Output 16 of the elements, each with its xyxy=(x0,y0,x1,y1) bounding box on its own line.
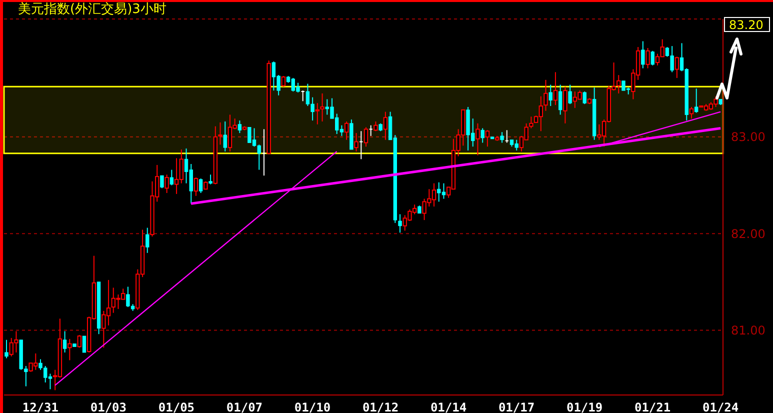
y-tick-label: 81.00 xyxy=(731,324,766,338)
x-tick-label: 01/03 xyxy=(90,400,127,413)
x-tick-label: 01/05 xyxy=(158,400,195,413)
y-tick-label: 82.00 xyxy=(731,226,766,241)
x-tick-label: 01/17 xyxy=(498,400,535,413)
x-tick-label: 01/19 xyxy=(566,400,603,413)
x-tick-label: 12/31 xyxy=(22,400,58,413)
x-tick-label: 01/10 xyxy=(294,400,331,413)
chart-title: 美元指数(外汇交易)3小时 xyxy=(18,2,166,17)
x-tick-label: 01/21 xyxy=(634,400,671,413)
x-tick-label: 01/14 xyxy=(430,400,467,413)
text: 83.20 xyxy=(724,17,770,32)
x-tick-label: 01/07 xyxy=(226,400,263,413)
x-tick-label: 01/24 xyxy=(702,400,739,413)
y-tick-label: 83.00 xyxy=(731,130,766,144)
x-tick-label: 01/12 xyxy=(362,400,399,413)
